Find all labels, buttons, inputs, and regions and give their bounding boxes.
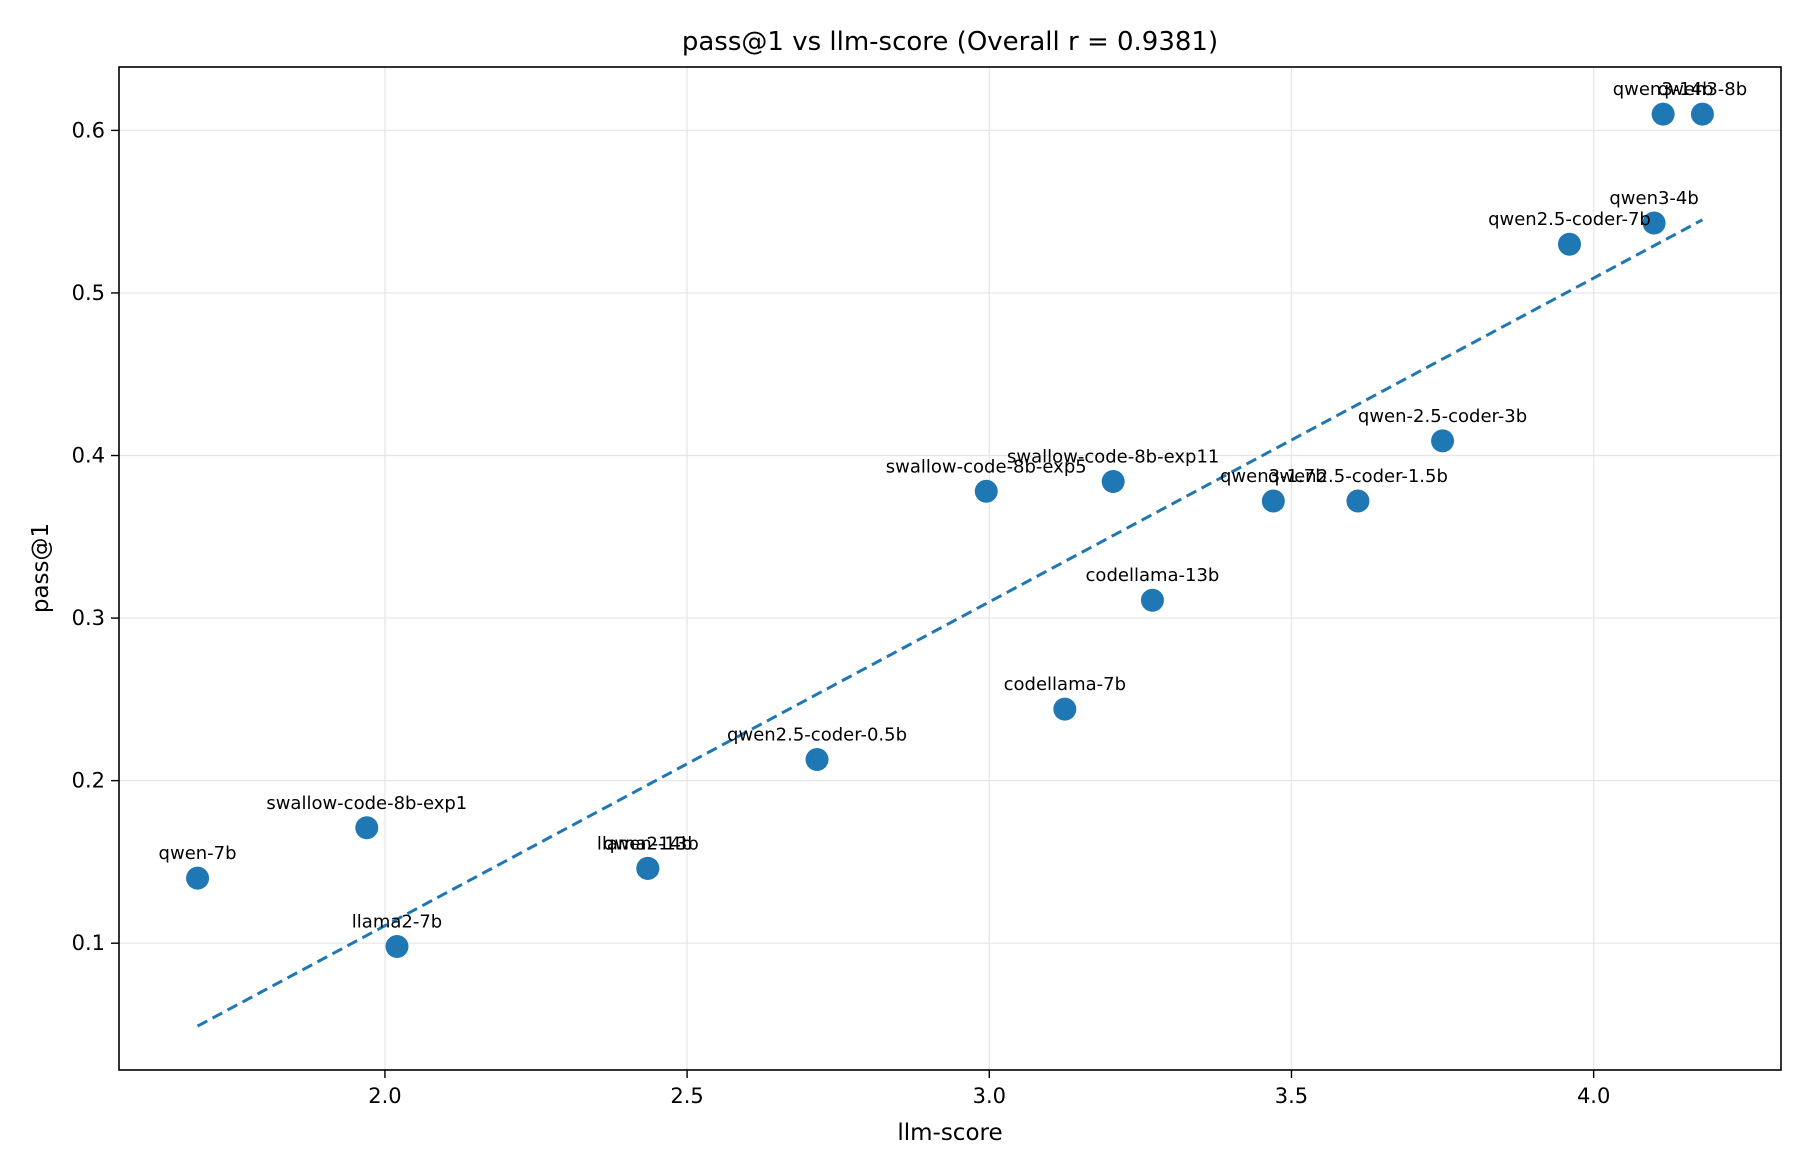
point-label: qwen3-14b (1613, 79, 1714, 100)
point-label: swallow-code-8b-exp5 (886, 456, 1087, 477)
chart-title: pass@1 vs llm-score (Overall r = 0.9381) (682, 27, 1218, 57)
fit-line (196, 218, 1704, 1028)
x-tick-label: 2.0 (368, 1084, 401, 1108)
data-point (1690, 102, 1714, 126)
point-labels-layer: qwen-7b swallow-code-8b-exp1 llama2-7b llam… (159, 79, 1748, 932)
data-point (1261, 489, 1285, 513)
data-point (1053, 697, 1077, 721)
data-point (1642, 211, 1666, 235)
x-axis-label: llm-score (897, 1120, 1002, 1146)
data-point (1557, 232, 1581, 256)
x-tick-label: 3.0 (973, 1084, 1006, 1108)
y-axis-ticks: 0.1 0.2 0.3 0.4 0.5 0.6 (72, 118, 119, 955)
point-label: codellama-13b (1086, 565, 1220, 586)
point-label: qwen-2.5-coder-3b (1358, 406, 1527, 427)
points-layer (186, 102, 1714, 958)
point-label: codellama-7b (1004, 674, 1126, 695)
y-tick-label: 0.2 (72, 769, 105, 793)
x-tick-label: 3.5 (1275, 1084, 1308, 1108)
y-axis-label: pass@1 (28, 523, 54, 613)
point-label: llama2-13b (597, 833, 699, 854)
point-label: qwen3-4b (1609, 188, 1698, 209)
point-label: qwen2.5-coder-0.5b (727, 725, 907, 746)
x-tick-label: 4.0 (1577, 1084, 1610, 1108)
point-label: swallow-code-8b-exp1 (266, 793, 467, 814)
point-label: qwen2.5-coder-1.5b (1268, 466, 1448, 487)
y-tick-label: 0.1 (72, 931, 105, 955)
point-label: qwen3-8b (1658, 79, 1747, 100)
data-point (355, 816, 379, 840)
x-axis-ticks: 2.0 2.5 3.0 3.5 4.0 (368, 1070, 1610, 1108)
point-label: qwen2.5-coder-7b (1488, 209, 1651, 230)
point-label: qwen-7b (159, 843, 237, 864)
data-point (385, 934, 409, 958)
data-point (1101, 470, 1125, 494)
point-label: swallow-code-8b-exp11 (1007, 447, 1219, 468)
y-tick-label: 0.6 (72, 118, 105, 142)
fit-line-layer (196, 218, 1704, 1028)
data-point (1140, 588, 1164, 612)
y-tick-label: 0.3 (72, 606, 105, 630)
x-tick-label: 2.5 (670, 1084, 703, 1108)
data-point (974, 479, 998, 503)
point-label: qwen3-1.7b (1220, 466, 1327, 487)
data-point (1431, 429, 1455, 453)
plot-frame (118, 66, 1782, 1071)
y-tick-label: 0.5 (72, 281, 105, 305)
data-point (186, 866, 210, 890)
data-point (636, 856, 660, 880)
y-tick-label: 0.4 (72, 444, 105, 468)
data-point (1346, 489, 1370, 513)
point-label: llama2-7b (352, 911, 442, 932)
point-label: qwen-14b (603, 833, 692, 854)
data-point (1651, 102, 1675, 126)
data-point (805, 748, 829, 772)
